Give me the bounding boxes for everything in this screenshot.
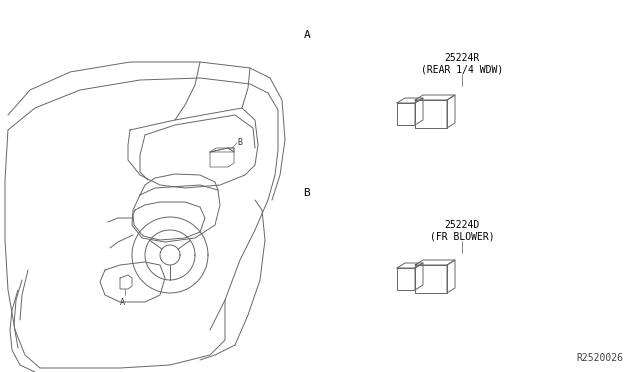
Text: B: B: [237, 138, 242, 147]
Text: 25224D: 25224D: [444, 220, 479, 230]
Text: B: B: [303, 188, 310, 198]
Text: 25224R: 25224R: [444, 53, 479, 63]
Text: (REAR 1/4 WDW): (REAR 1/4 WDW): [421, 64, 503, 74]
Text: A: A: [120, 298, 125, 307]
Text: (FR BLOWER): (FR BLOWER): [429, 231, 494, 241]
Text: A: A: [303, 30, 310, 40]
Text: R2520026: R2520026: [577, 353, 623, 363]
